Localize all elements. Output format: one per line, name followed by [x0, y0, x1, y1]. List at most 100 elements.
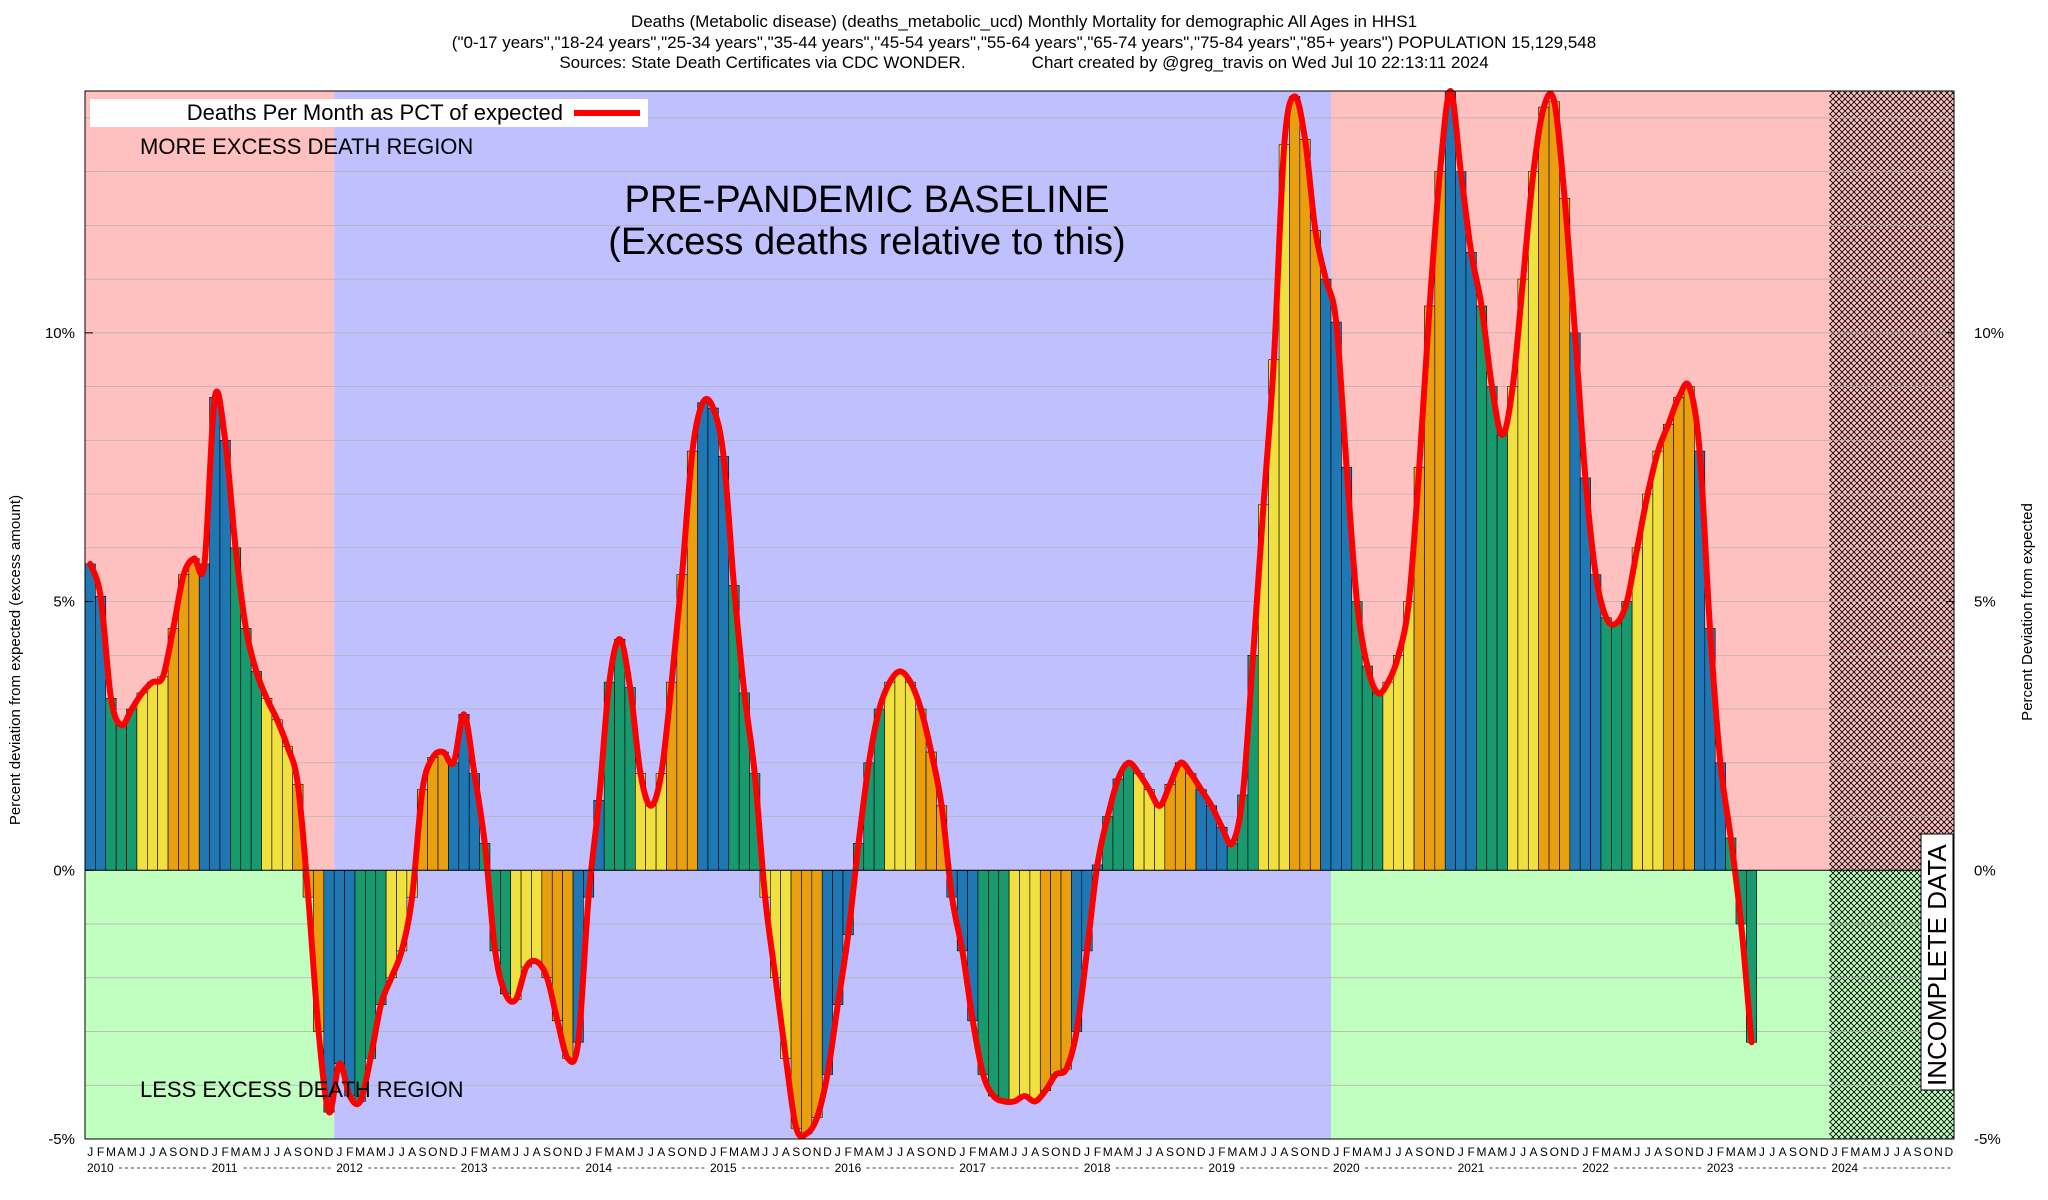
bar	[1174, 762, 1186, 871]
month-tick-label: J	[212, 1145, 218, 1159]
month-tick-label: D	[1446, 1145, 1455, 1159]
month-tick-label: N	[439, 1145, 448, 1159]
month-tick-label: J	[1707, 1145, 1713, 1159]
month-tick-label: S	[294, 1145, 302, 1159]
month-tick-label: A	[242, 1145, 250, 1159]
month-tick-label: M	[106, 1145, 116, 1159]
month-tick-label: A	[1114, 1145, 1122, 1159]
bar	[531, 869, 543, 962]
month-tick-label: F	[595, 1145, 602, 1159]
month-tick-label: J	[274, 1145, 280, 1159]
month-tick-label: A	[616, 1145, 624, 1159]
month-tick-label: M	[750, 1145, 760, 1159]
bar	[271, 719, 283, 871]
month-tick-label: A	[1654, 1145, 1662, 1159]
month-tick-label: N	[813, 1145, 822, 1159]
month-tick-label: J	[1333, 1145, 1339, 1159]
month-tick-label: J	[1136, 1145, 1142, 1159]
month-tick-label: O	[179, 1145, 188, 1159]
month-tick-label: D	[1944, 1145, 1953, 1159]
month-tick-label: J	[1271, 1145, 1277, 1159]
bar	[707, 407, 719, 871]
month-tick-label: A	[1156, 1145, 1164, 1159]
month-tick-label: J	[1832, 1145, 1838, 1159]
bar	[1476, 305, 1488, 871]
month-tick-label: M	[1497, 1145, 1507, 1159]
month-tick-label: O	[1550, 1145, 1559, 1159]
month-tick-label: F	[97, 1145, 104, 1159]
bar	[1050, 869, 1062, 1075]
month-tick-label: D	[449, 1145, 458, 1159]
month-tick-label: M	[978, 1145, 988, 1159]
month-tick-label: N	[1186, 1145, 1195, 1159]
month-tick-label: M	[1477, 1145, 1487, 1159]
month-tick-label: J	[638, 1145, 644, 1159]
bar	[105, 698, 117, 871]
year-tick-label: 2015	[710, 1161, 737, 1175]
bar	[1309, 230, 1321, 871]
bar	[1673, 397, 1685, 871]
month-tick-label: S	[1914, 1145, 1922, 1159]
month-tick-label: N	[314, 1145, 323, 1159]
month-tick-label: J	[1385, 1145, 1391, 1159]
month-tick-label: A	[1779, 1145, 1787, 1159]
y-tick-label-right: 5%	[1974, 594, 1996, 611]
bar	[188, 558, 200, 871]
month-tick-label: A	[1031, 1145, 1039, 1159]
year-tick-label: 2024	[1831, 1161, 1858, 1175]
month-tick-label: A	[1280, 1145, 1288, 1159]
month-tick-label: M	[501, 1145, 511, 1159]
month-tick-label: A	[159, 1145, 167, 1159]
year-tick-label: 2010	[87, 1161, 114, 1175]
bar	[1039, 869, 1051, 1091]
month-tick-label: J	[959, 1145, 965, 1159]
y-tick-label-left: -5%	[48, 1131, 75, 1148]
month-tick-label: A	[740, 1145, 748, 1159]
month-tick-label: F	[720, 1145, 727, 1159]
bar	[178, 574, 190, 871]
bar	[250, 671, 262, 871]
bar	[1548, 101, 1560, 871]
year-tick-label: 2018	[1084, 1161, 1111, 1175]
month-tick-label: D	[1321, 1145, 1330, 1159]
month-tick-label: J	[264, 1145, 270, 1159]
bar	[1060, 869, 1072, 1070]
month-tick-label: M	[1871, 1145, 1881, 1159]
month-tick-label: J	[1759, 1145, 1765, 1159]
month-tick-label: F	[1717, 1145, 1724, 1159]
month-tick-label: N	[1685, 1145, 1694, 1159]
bar	[697, 402, 709, 871]
month-tick-label: J	[1458, 1145, 1464, 1159]
bar	[801, 869, 813, 1134]
month-tick-label: J	[835, 1145, 841, 1159]
month-tick-label: O	[1799, 1145, 1808, 1159]
month-tick-label: A	[782, 1145, 790, 1159]
bar	[562, 869, 574, 1059]
year-tick-label: 2011	[212, 1161, 238, 1175]
month-tick-label: M	[1124, 1145, 1134, 1159]
bar	[1361, 665, 1373, 871]
month-tick-label: J	[149, 1145, 155, 1159]
month-tick-label: F	[222, 1145, 229, 1159]
month-tick-label: A	[906, 1145, 914, 1159]
bar	[1403, 601, 1415, 871]
month-tick-label: N	[1062, 1145, 1071, 1159]
month-tick-label: S	[1789, 1145, 1797, 1159]
month-tick-label: N	[1809, 1145, 1818, 1159]
month-tick-label: F	[1841, 1145, 1848, 1159]
y-tick-label-right: 0%	[1974, 862, 1996, 879]
month-tick-label: D	[948, 1145, 957, 1159]
more-excess-label: MORE EXCESS DEATH REGION	[140, 134, 473, 159]
month-tick-label: J	[1510, 1145, 1516, 1159]
month-tick-label: A	[1529, 1145, 1537, 1159]
month-tick-label: S	[543, 1145, 551, 1159]
month-tick-label: J	[710, 1145, 716, 1159]
bar	[198, 563, 210, 871]
month-tick-label: J	[1209, 1145, 1215, 1159]
bar	[998, 869, 1010, 1102]
year-tick-label: 2019	[1208, 1161, 1235, 1175]
bar	[1486, 386, 1498, 871]
bar	[1652, 450, 1664, 871]
month-tick-label: J	[762, 1145, 768, 1159]
